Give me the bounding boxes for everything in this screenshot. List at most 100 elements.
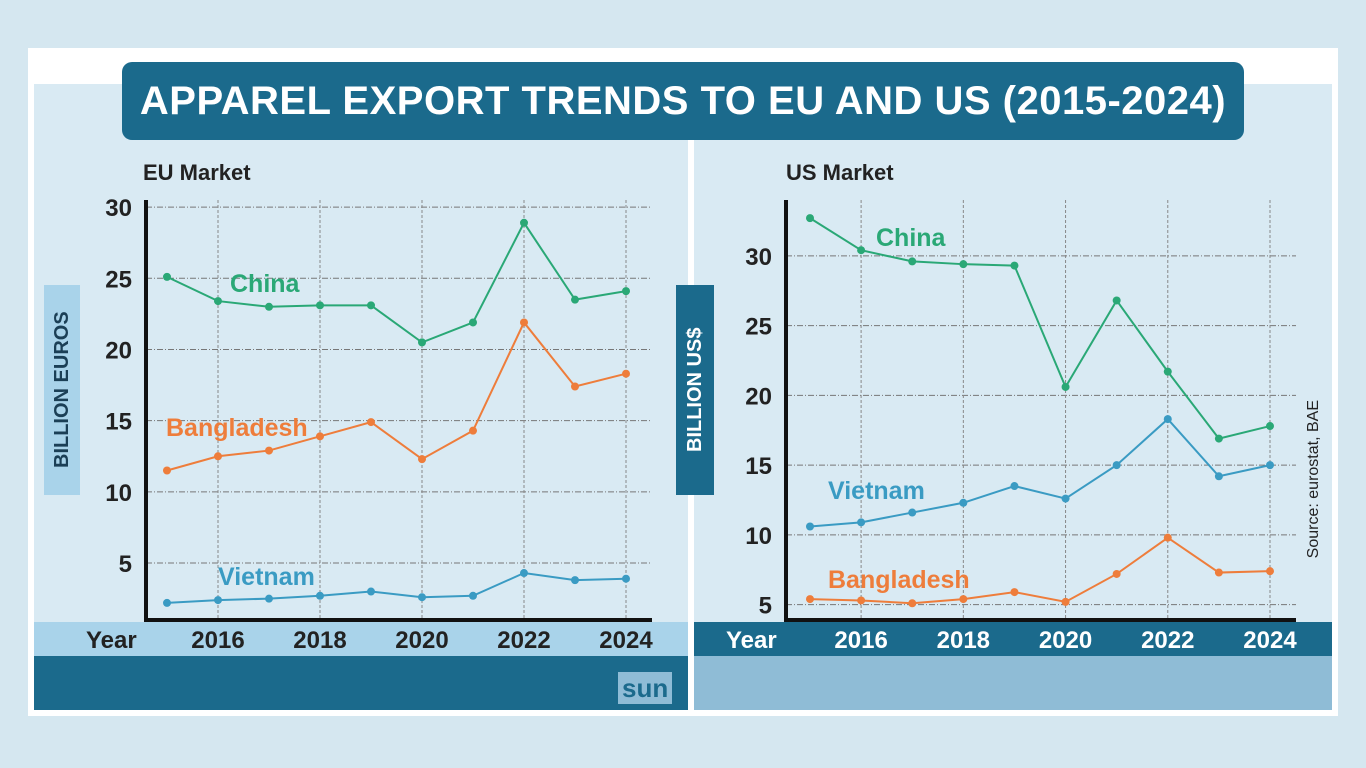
data-point-china bbox=[469, 318, 477, 327]
data-point-vietnam bbox=[418, 593, 426, 602]
data-point-china bbox=[571, 295, 579, 304]
data-point-vietnam bbox=[857, 518, 866, 527]
y-tick-label: 25 bbox=[105, 266, 132, 293]
data-point-bangladesh bbox=[469, 426, 477, 435]
data-point-vietnam bbox=[1010, 482, 1019, 491]
data-point-bangladesh bbox=[959, 595, 968, 604]
x-tick-label: 2018 bbox=[293, 627, 346, 654]
data-point-bangladesh bbox=[622, 369, 630, 378]
data-point-china bbox=[622, 287, 630, 296]
us-panel bbox=[694, 84, 1332, 658]
data-point-china bbox=[1112, 296, 1121, 305]
series-label-vietnam: Vietnam bbox=[218, 563, 315, 591]
data-point-bangladesh bbox=[1266, 567, 1274, 576]
y-tick-label: 20 bbox=[745, 383, 772, 410]
x-tick-label: 2022 bbox=[497, 627, 550, 654]
data-point-bangladesh bbox=[1112, 569, 1121, 578]
y-tick-label: 15 bbox=[745, 453, 772, 480]
data-point-bangladesh bbox=[520, 318, 528, 327]
data-point-vietnam bbox=[316, 591, 324, 600]
chart-title: APPAREL EXPORT TRENDS TO EU AND US (2015… bbox=[122, 62, 1244, 140]
data-point-vietnam bbox=[163, 598, 171, 607]
data-point-bangladesh bbox=[571, 382, 579, 391]
data-point-vietnam bbox=[959, 498, 968, 507]
y-tick-label: 30 bbox=[105, 195, 132, 222]
data-point-bangladesh bbox=[214, 452, 222, 461]
x-tick-label: 2022 bbox=[1141, 627, 1194, 654]
data-point-bangladesh bbox=[857, 596, 866, 605]
data-point-vietnam bbox=[622, 574, 630, 583]
x-tick-label: 2016 bbox=[191, 627, 244, 654]
series-line-bangladesh bbox=[809, 536, 1271, 605]
series-line-china bbox=[166, 220, 627, 344]
data-point-bangladesh bbox=[1163, 533, 1172, 542]
x-tick-label: 2020 bbox=[1039, 627, 1092, 654]
data-point-bangladesh bbox=[163, 466, 171, 475]
data-point-vietnam bbox=[1112, 461, 1121, 470]
data-point-china bbox=[163, 272, 171, 281]
data-point-china bbox=[214, 297, 222, 306]
data-point-bangladesh bbox=[418, 455, 426, 464]
data-point-china bbox=[520, 218, 528, 227]
x-axis-label: Year bbox=[86, 627, 137, 654]
x-tick-label: 2018 bbox=[937, 627, 990, 654]
data-point-china bbox=[908, 257, 917, 266]
data-point-vietnam bbox=[367, 587, 375, 596]
data-point-bangladesh bbox=[1010, 588, 1019, 597]
series-line-vietnam bbox=[166, 571, 627, 604]
us-bottom-bar bbox=[694, 656, 1332, 710]
data-point-china bbox=[1214, 434, 1223, 443]
data-point-vietnam bbox=[908, 508, 917, 517]
data-point-bangladesh bbox=[1214, 568, 1223, 577]
series-line-vietnam bbox=[809, 417, 1271, 528]
data-point-vietnam bbox=[1214, 472, 1223, 481]
data-point-vietnam bbox=[214, 596, 222, 605]
data-point-china bbox=[418, 338, 426, 347]
y-tick-label: 30 bbox=[745, 244, 772, 271]
data-point-china bbox=[1061, 382, 1070, 391]
data-point-china bbox=[265, 302, 273, 311]
data-point-vietnam bbox=[806, 522, 814, 531]
x-tick-label: 2024 bbox=[599, 627, 653, 654]
data-point-vietnam bbox=[520, 569, 528, 578]
y-tick-label: 10 bbox=[105, 480, 132, 507]
y-tick-label: 25 bbox=[745, 314, 772, 341]
series-label-china: China bbox=[230, 270, 301, 298]
data-point-vietnam bbox=[1266, 461, 1274, 470]
data-point-bangladesh bbox=[1061, 597, 1070, 606]
eu-year-strip bbox=[34, 622, 688, 656]
y-tick-label: 20 bbox=[105, 337, 132, 364]
axis-lines bbox=[784, 200, 1296, 622]
y-tick-label: 10 bbox=[745, 523, 772, 550]
series-label-bangladesh: Bangladesh bbox=[166, 414, 308, 442]
eu-subtitle: EU Market bbox=[143, 160, 251, 185]
x-axis-label: Year bbox=[726, 627, 777, 654]
data-point-vietnam bbox=[265, 594, 273, 603]
data-point-china bbox=[316, 301, 324, 310]
data-point-china bbox=[367, 301, 375, 310]
data-point-bangladesh bbox=[316, 432, 324, 441]
data-point-bangladesh bbox=[806, 595, 814, 604]
data-point-vietnam bbox=[1163, 415, 1172, 424]
data-point-bangladesh bbox=[367, 418, 375, 427]
eu-panel bbox=[34, 84, 688, 658]
series-label-vietnam: Vietnam bbox=[828, 477, 925, 505]
data-point-china bbox=[1266, 422, 1274, 431]
data-point-vietnam bbox=[571, 576, 579, 585]
x-tick-label: 2024 bbox=[1243, 627, 1297, 654]
sun-logo: sun bbox=[618, 672, 673, 704]
data-point-vietnam bbox=[469, 591, 477, 600]
series-label-china: China bbox=[876, 224, 947, 252]
y-tick-label: 5 bbox=[119, 551, 132, 578]
data-point-china bbox=[959, 260, 968, 269]
x-tick-label: 2016 bbox=[834, 627, 887, 654]
data-point-china bbox=[1163, 367, 1172, 376]
us-year-strip bbox=[694, 622, 1332, 656]
data-point-bangladesh bbox=[265, 446, 273, 455]
axis-lines bbox=[144, 200, 652, 622]
eu-bottom-bar bbox=[34, 656, 688, 710]
data-point-bangladesh bbox=[908, 599, 917, 608]
us-subtitle: US Market bbox=[786, 160, 894, 185]
x-tick-label: 2020 bbox=[395, 627, 448, 654]
